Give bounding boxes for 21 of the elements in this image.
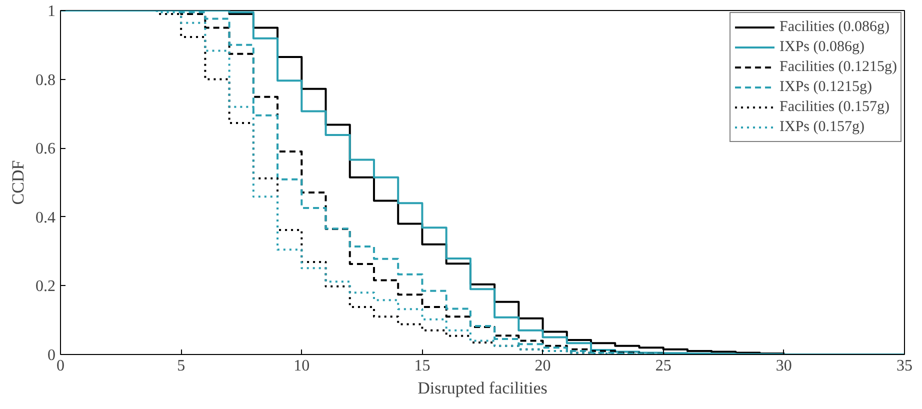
x-tick-label: 5	[177, 358, 186, 374]
legend-label: Facilities (0.1215g)	[780, 58, 897, 76]
x-tick-label: 10	[294, 358, 310, 374]
y-tick-label: 0.4	[36, 209, 56, 226]
legend-label: Facilities (0.157g)	[780, 98, 890, 116]
x-tick-label: 25	[655, 358, 672, 374]
legend-label: Facilities (0.086g)	[780, 18, 890, 36]
x-tick-label: 30	[776, 358, 792, 374]
y-tick-label: 0	[48, 347, 56, 364]
x-tick-label: 20	[534, 358, 551, 374]
x-tick-label: 35	[896, 358, 912, 374]
y-tick-label: 0.2	[36, 278, 56, 296]
legend-label: IXPs (0.157g)	[780, 118, 865, 136]
x-tick-label: 15	[414, 358, 430, 374]
x-axis-title: Disrupted facilities	[418, 378, 548, 398]
y-tick-label: 0.6	[36, 140, 56, 158]
legend-label: IXPs (0.086g)	[780, 38, 865, 56]
y-axis-title: CCDF	[8, 160, 28, 205]
legend-label: IXPs (0.1215g)	[780, 78, 872, 96]
y-tick-label: 1	[48, 3, 56, 20]
y-tick-label: 0.8	[36, 72, 56, 89]
